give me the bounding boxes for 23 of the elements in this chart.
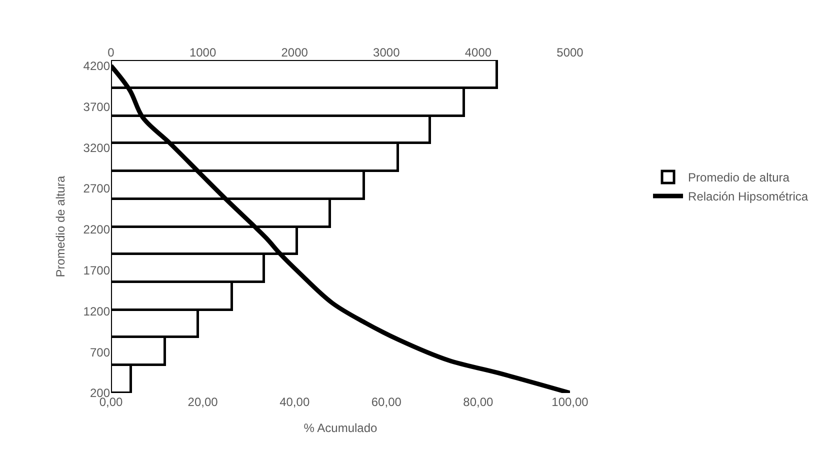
y-tick-label: 700 xyxy=(90,345,110,360)
y-tick-label: 3700 xyxy=(83,100,110,114)
x-tick-label: 100,00 xyxy=(552,395,589,409)
x2-tick-label: 0 xyxy=(108,46,115,60)
y-tick-label: 2200 xyxy=(83,222,110,237)
legend-label: Promedio de altura xyxy=(688,170,790,185)
x-tick-label: 60,00 xyxy=(371,395,402,409)
x2-tick-label: 5000 xyxy=(556,46,584,60)
y-tick-label: 4200 xyxy=(83,58,110,73)
y-tick-label: 1200 xyxy=(83,304,110,318)
y-tick-label: 1700 xyxy=(83,263,110,278)
x2-tick-label: 2000 xyxy=(281,46,308,60)
x2-tick-label: 3000 xyxy=(373,46,400,60)
x-axis-title: % Acumulado xyxy=(304,420,378,435)
x-tick-label: 20,00 xyxy=(188,395,218,409)
legend-label: Relación Hipsométrica xyxy=(688,190,808,204)
x-tick-label: 40,00 xyxy=(280,395,310,409)
y-tick-label: 3200 xyxy=(83,140,110,155)
x-tick-label: 80,00 xyxy=(463,395,494,409)
y-tick-label: 2700 xyxy=(83,182,110,196)
x2-tick-label: 4000 xyxy=(464,46,492,60)
y-axis-title: Promedio de altura xyxy=(54,175,68,278)
x2-tick-label: 1000 xyxy=(189,46,216,60)
